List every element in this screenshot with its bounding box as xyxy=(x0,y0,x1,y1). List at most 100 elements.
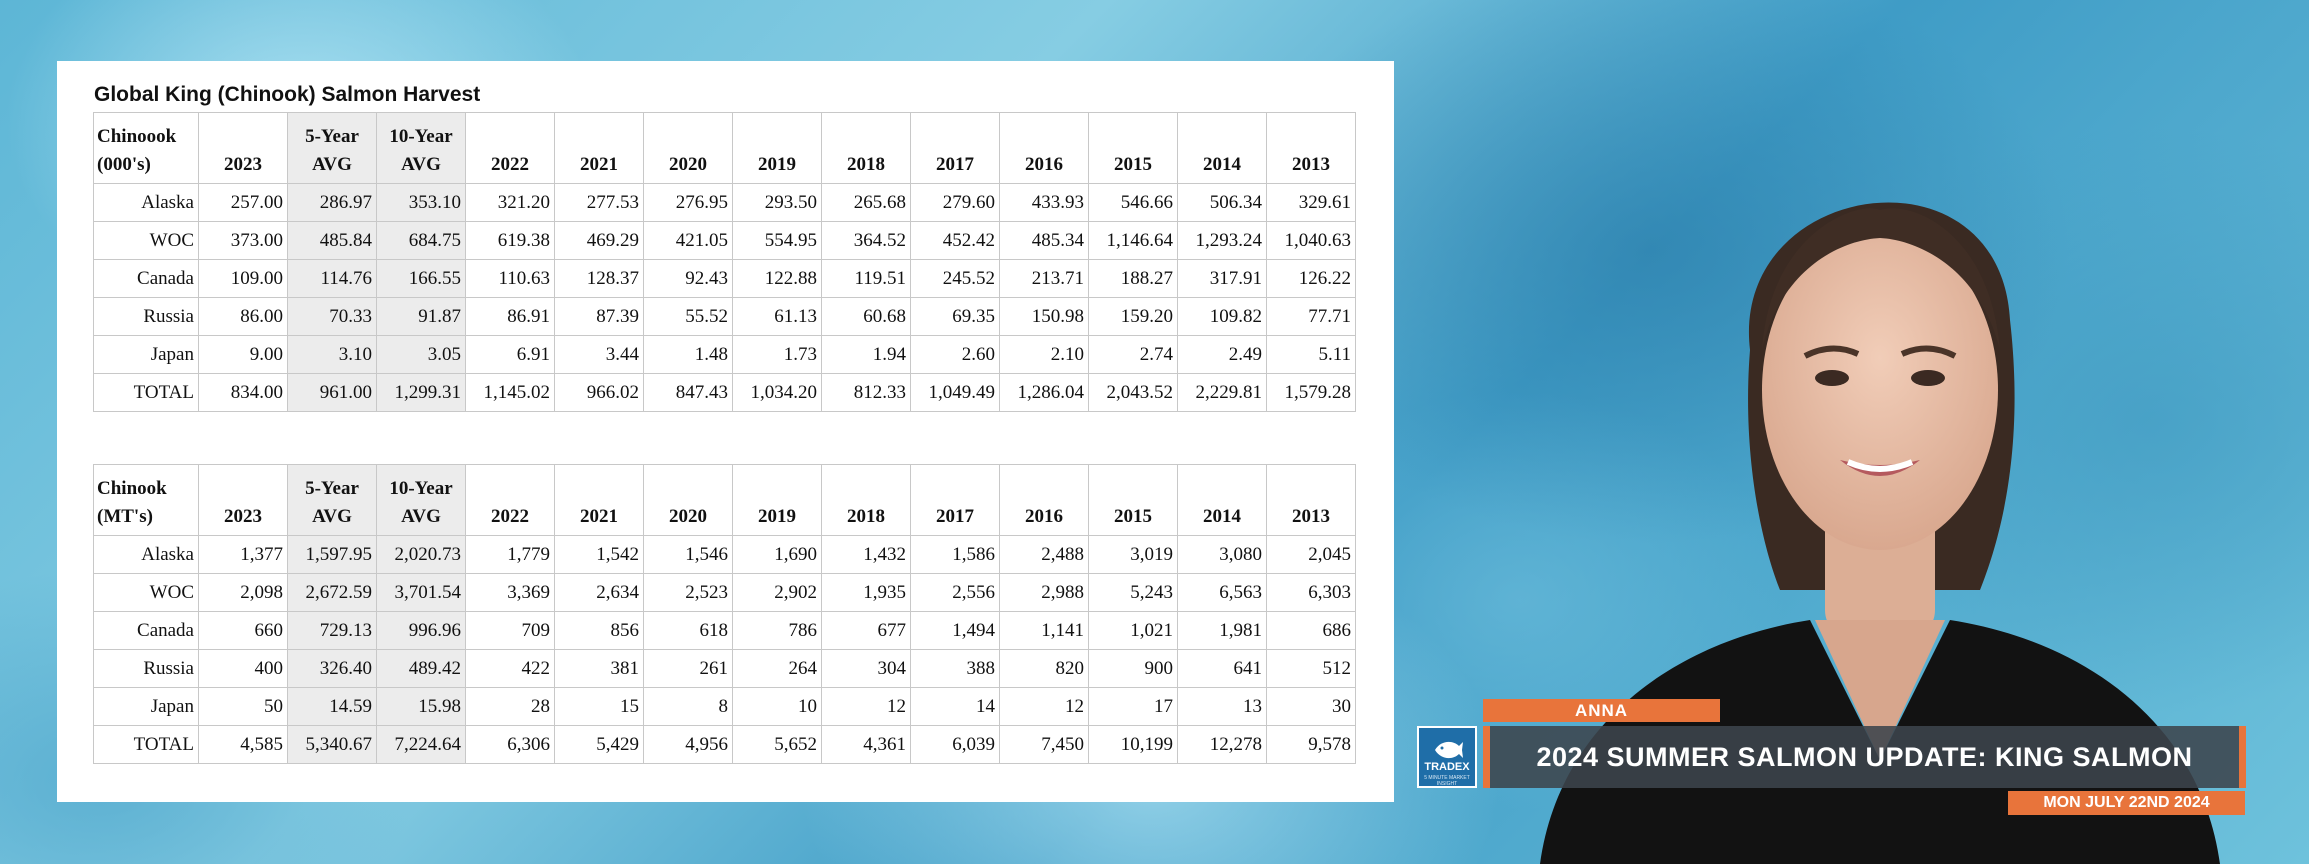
table-cell: 304 xyxy=(821,649,911,688)
table-header-cell: 2021 xyxy=(554,464,644,536)
table-cell: 4,361 xyxy=(821,725,911,764)
table-cell: 2,902 xyxy=(732,573,822,612)
table-header-cell: 2020 xyxy=(643,464,733,536)
row-label: Alaska xyxy=(93,183,199,222)
table-cell: 114.76 xyxy=(287,259,377,298)
table-cell: 1,935 xyxy=(821,573,911,612)
table-cell: 86.00 xyxy=(198,297,288,336)
table-cell: 3.44 xyxy=(554,335,644,374)
row-label: Russia xyxy=(93,649,199,688)
table-cell: 30 xyxy=(1266,687,1356,726)
table-cell: 353.10 xyxy=(376,183,466,222)
table-row: Alaska 257.00 286.97 353.10 321.20 277.53 276.… xyxy=(93,183,1356,222)
table-cell: 5,652 xyxy=(732,725,822,764)
table-cell: 1,146.64 xyxy=(1088,221,1178,260)
table-cell: 2.49 xyxy=(1177,335,1267,374)
table-cell: 5.11 xyxy=(1266,335,1356,374)
table-header-cell: 2015 xyxy=(1088,464,1178,536)
table-cell: 847.43 xyxy=(643,373,733,412)
table-cell: 2,634 xyxy=(554,573,644,612)
table-cell: 3,019 xyxy=(1088,535,1178,574)
table-cell: 126.22 xyxy=(1266,259,1356,298)
table-cell: 3.10 xyxy=(287,335,377,374)
table-cell: 1,293.24 xyxy=(1177,221,1267,260)
table-cell: 6,306 xyxy=(465,725,555,764)
row-label: Russia xyxy=(93,297,199,336)
table-cell: 1.94 xyxy=(821,335,911,374)
table-cell: 546.66 xyxy=(1088,183,1178,222)
table-cell: 3,080 xyxy=(1177,535,1267,574)
table-header-cell: 5-Year AVG xyxy=(287,112,377,184)
table-cell: 119.51 xyxy=(821,259,911,298)
presenter-video xyxy=(1540,202,2220,864)
table-cell: 381 xyxy=(554,649,644,688)
table-cell: 5,429 xyxy=(554,725,644,764)
table-cell: 6,039 xyxy=(910,725,1000,764)
table-header-cell: 2023 xyxy=(198,464,288,536)
table-cell: 4,956 xyxy=(643,725,733,764)
table-row: Alaska 1,377 1,597.95 2,020.73 1,779 1,542 1,5… xyxy=(93,535,1356,574)
table-header-row: Chinook (MT's) 2023 5-Year AVG 10-Year AVG 20… xyxy=(93,464,1356,536)
table-cell: 264 xyxy=(732,649,822,688)
table-cell: 12,278 xyxy=(1177,725,1267,764)
table-cell: 1,494 xyxy=(910,611,1000,650)
table-cell: 1,542 xyxy=(554,535,644,574)
table-header-cell: 2022 xyxy=(465,112,555,184)
table-cell: 619.38 xyxy=(465,221,555,260)
table-cell: 1,586 xyxy=(910,535,1000,574)
table-cell: 364.52 xyxy=(821,221,911,260)
table-cell: 469.29 xyxy=(554,221,644,260)
table-cell: 5,243 xyxy=(1088,573,1178,612)
table-cell: 2,098 xyxy=(198,573,288,612)
table-row: WOC 2,098 2,672.59 3,701.54 3,369 2,634 2,523 2… xyxy=(93,573,1356,612)
table-header-cell: 2019 xyxy=(732,464,822,536)
table-cell: 422 xyxy=(465,649,555,688)
table-cell: 961.00 xyxy=(287,373,377,412)
table-cell: 2,045 xyxy=(1266,535,1356,574)
table-cell: 15 xyxy=(554,687,644,726)
row-label: Alaska xyxy=(93,535,199,574)
table-cell: 6,303 xyxy=(1266,573,1356,612)
table-cell: 1,597.95 xyxy=(287,535,377,574)
table-cell: 109.00 xyxy=(198,259,288,298)
table-cell: 3.05 xyxy=(376,335,466,374)
table-cell: 7,224.64 xyxy=(376,725,466,764)
table-cell: 317.91 xyxy=(1177,259,1267,298)
table-row: Canada 660 729.13 996.96 709 856 618 786 677 1,49… xyxy=(93,611,1356,650)
table-cell: 87.39 xyxy=(554,297,644,336)
table-cell: 6.91 xyxy=(465,335,555,374)
table-cell: 110.63 xyxy=(465,259,555,298)
table-row: TOTAL 4,585 5,340.67 7,224.64 6,306 5,429 4,95… xyxy=(93,725,1356,764)
table-cell: 321.20 xyxy=(465,183,555,222)
table-cell: 1,049.49 xyxy=(910,373,1000,412)
table-cell: 1,779 xyxy=(465,535,555,574)
table-cell: 1,432 xyxy=(821,535,911,574)
table-cell: 4,585 xyxy=(198,725,288,764)
table-cell: 128.37 xyxy=(554,259,644,298)
table-cell: 856 xyxy=(554,611,644,650)
table-cell: 5,340.67 xyxy=(287,725,377,764)
table-cell: 388 xyxy=(910,649,1000,688)
table-cell: 14 xyxy=(910,687,1000,726)
row-label: TOTAL xyxy=(93,373,199,412)
table-cell: 400 xyxy=(198,649,288,688)
table-row: Japan 50 14.59 15.98 28 15 8 10 12 14 12 17 13 30 xyxy=(93,687,1356,726)
table-cell: 293.50 xyxy=(732,183,822,222)
table-cell: 286.97 xyxy=(287,183,377,222)
table-cell: 2.74 xyxy=(1088,335,1178,374)
table-cell: 2,523 xyxy=(643,573,733,612)
table-cell: 2,229.81 xyxy=(1177,373,1267,412)
table-cell: 2,488 xyxy=(999,535,1089,574)
table-header-row: Chinoook (000's) 2023 5-Year AVG 10-Year AVG… xyxy=(93,112,1356,184)
table-cell: 261 xyxy=(643,649,733,688)
table-cell: 618 xyxy=(643,611,733,650)
table-header-cell: 2022 xyxy=(465,464,555,536)
table-cell: 61.13 xyxy=(732,297,822,336)
harvest-table-metric-tons: Chinook (MT's) 2023 5-Year AVG 10-Year AVG 20… xyxy=(93,464,1356,764)
table-cell: 2.60 xyxy=(910,335,1000,374)
table-header-cell: 2018 xyxy=(821,112,911,184)
table-cell: 1,579.28 xyxy=(1266,373,1356,412)
logo-subtext: 5 MINUTE MARKET INSIGHT xyxy=(1424,775,1470,787)
row-label: TOTAL xyxy=(93,725,199,764)
table-cell: 677 xyxy=(821,611,911,650)
